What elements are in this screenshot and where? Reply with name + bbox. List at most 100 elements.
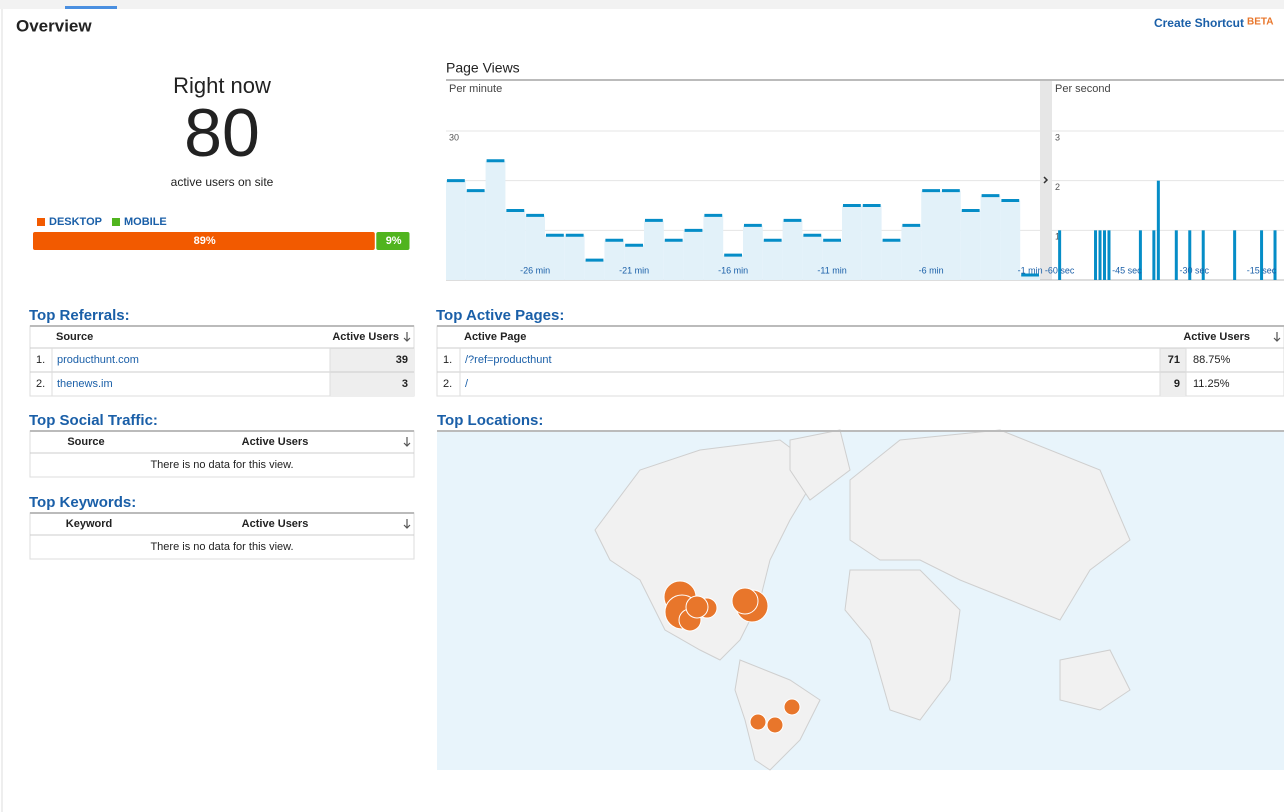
sort-icon[interactable]	[1273, 332, 1281, 342]
bar	[901, 225, 922, 280]
column-header[interactable]: Source	[56, 331, 93, 343]
column-header[interactable]: Keyword	[66, 518, 112, 530]
bar	[762, 240, 783, 280]
bar	[1201, 230, 1205, 280]
row-users: 3	[402, 378, 408, 390]
x-tick-label: -6 min	[919, 265, 944, 275]
bar	[980, 195, 1001, 280]
x-tick-label: -26 min	[520, 265, 550, 275]
device-bar	[376, 232, 410, 250]
bar	[1058, 230, 1062, 280]
y-tick-label: 3	[1055, 132, 1060, 142]
world-map	[594, 429, 1131, 771]
page-views-title: Page Views	[446, 60, 520, 76]
row-users: 9	[1174, 378, 1180, 390]
bar	[584, 260, 605, 280]
page-title: Overview	[16, 16, 92, 35]
row-share: 11.25%	[1193, 378, 1230, 390]
y-tick-label: 2	[1055, 182, 1060, 192]
bar	[1000, 200, 1021, 280]
empty-message: There is no data for this view.	[150, 541, 293, 553]
active-tab[interactable]	[65, 6, 117, 9]
beta-badge: BETA	[1247, 17, 1273, 28]
bar	[881, 240, 902, 280]
bar	[941, 190, 961, 280]
bar	[1260, 230, 1264, 280]
x-tick-label: -11 min	[817, 265, 846, 275]
device-share: 9%	[386, 235, 402, 247]
bar	[842, 205, 862, 280]
right-now-title: Right now	[173, 73, 271, 98]
row-users: 39	[396, 354, 408, 366]
x-tick-label: -15 sec	[1247, 265, 1277, 275]
section-title: Top Referrals:	[29, 307, 130, 324]
shortcut-link[interactable]: Create Shortcut	[1154, 16, 1244, 30]
legend-label: DESKTOP	[49, 216, 102, 228]
column-header[interactable]: Active Page	[464, 331, 526, 343]
table-frame	[436, 325, 1284, 397]
column-header[interactable]: Source	[67, 436, 104, 448]
bubble[interactable]	[783, 698, 801, 716]
sort-icon[interactable]	[403, 332, 411, 342]
bar	[960, 210, 981, 280]
row-link[interactable]: /?ref=producthunt	[465, 354, 552, 366]
row-index: 2.	[36, 378, 45, 390]
bar	[1020, 275, 1040, 280]
bar	[525, 215, 545, 280]
bubble[interactable]	[766, 716, 784, 734]
bar	[1098, 230, 1102, 280]
x-tick-label: -21 min	[619, 265, 649, 275]
x-tick-label: -60 sec	[1045, 265, 1075, 275]
row-index: 2.	[443, 378, 452, 390]
bar	[1188, 230, 1192, 280]
bar	[604, 240, 625, 280]
sort-icon[interactable]	[403, 519, 411, 529]
x-tick-label: -1 min	[1018, 265, 1043, 275]
row-link[interactable]: producthunt.com	[57, 354, 139, 366]
bar	[545, 235, 565, 280]
bar	[505, 210, 526, 280]
bar	[644, 220, 664, 280]
row-users: 71	[1168, 354, 1180, 366]
active-count: 80	[184, 95, 260, 171]
bar	[802, 235, 823, 280]
section-title: Top Locations:	[437, 412, 543, 429]
device-bar	[33, 232, 375, 250]
bar	[683, 230, 704, 280]
bar	[1094, 230, 1098, 280]
y-tick-label: 1	[1055, 232, 1060, 242]
column-header[interactable]: Active Users	[332, 331, 399, 343]
bar	[921, 190, 941, 280]
x-tick-label: -30 sec	[1179, 265, 1209, 275]
bar	[822, 240, 842, 280]
row-link[interactable]: thenews.im	[57, 378, 113, 390]
bubble[interactable]	[731, 587, 759, 615]
row-link[interactable]: /	[465, 378, 469, 390]
bar	[446, 180, 466, 280]
bar	[782, 220, 803, 280]
sort-icon[interactable]	[403, 437, 411, 447]
bar	[1103, 230, 1107, 280]
bubble[interactable]	[749, 713, 767, 731]
bar	[1152, 230, 1156, 280]
expand-icon	[1043, 176, 1049, 184]
row-index: 1.	[36, 354, 45, 366]
chart-subtitle: Per minute	[449, 83, 502, 95]
bubble[interactable]	[685, 595, 709, 619]
empty-message: There is no data for this view.	[150, 459, 293, 471]
column-header[interactable]: Active Users	[242, 518, 309, 530]
bar	[663, 240, 684, 280]
bar	[564, 235, 585, 280]
column-header[interactable]: Active Users	[242, 436, 309, 448]
legend-swatch	[111, 218, 120, 226]
africa	[844, 569, 961, 721]
count-caption: active users on site	[171, 175, 274, 189]
section-title: Top Active Pages:	[436, 307, 564, 324]
column-header[interactable]: Active Users	[1183, 331, 1250, 343]
bar	[1174, 230, 1178, 280]
bar	[1156, 180, 1160, 280]
legend-swatch	[37, 218, 45, 226]
x-tick-label: -45 sec	[1112, 265, 1142, 275]
bar	[703, 215, 724, 280]
section-title: Top Social Traffic:	[29, 412, 158, 429]
